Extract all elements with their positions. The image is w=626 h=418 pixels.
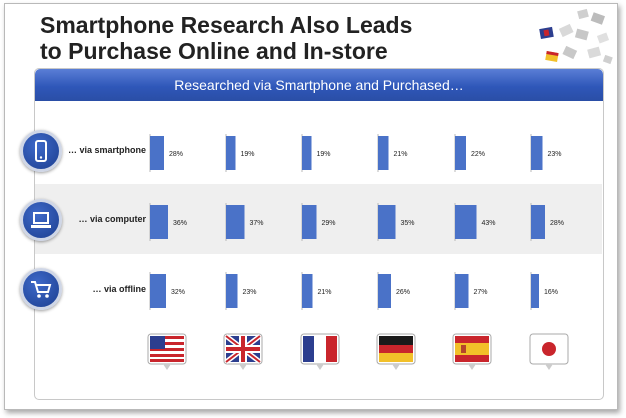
bar-spain-1 xyxy=(455,205,477,239)
bar-value-label: 28% xyxy=(550,220,564,227)
bar-value-label: 19% xyxy=(241,151,255,158)
spain-flag-icon xyxy=(452,333,492,370)
bar-value-label: 28% xyxy=(169,151,183,158)
bar-germany-1 xyxy=(378,205,396,239)
bar-value-label: 43% xyxy=(482,220,496,227)
bar-spain-2 xyxy=(455,274,469,308)
bar-usa-0 xyxy=(150,136,164,170)
bar-value-label: 37% xyxy=(250,220,264,227)
bar-germany-0 xyxy=(378,136,389,170)
bar-value-label: 16% xyxy=(544,289,558,296)
title-line-1: Smartphone Research Also Leads xyxy=(40,12,413,38)
bar-value-label: 22% xyxy=(471,151,485,158)
row-label-computer: … via computer xyxy=(78,214,146,224)
shopping-cart-icon xyxy=(20,268,62,310)
bar-spain-0 xyxy=(455,136,466,170)
bar-value-label: 21% xyxy=(394,151,408,158)
bar-value-label: 26% xyxy=(396,289,410,296)
bar-value-label: 29% xyxy=(322,220,336,227)
germany-flag-icon xyxy=(376,333,416,370)
bar-value-label: 23% xyxy=(548,151,562,158)
bar-usa-1 xyxy=(150,205,168,239)
bar-value-label: 36% xyxy=(173,220,187,227)
bar-uk-2 xyxy=(226,274,238,308)
row-label-offline: … via offline xyxy=(92,284,146,294)
bar-japan-0 xyxy=(531,136,543,170)
panel-header: Researched via Smartphone and Purchased… xyxy=(35,69,603,101)
flag-collage-decoration xyxy=(539,8,613,65)
bar-value-label: 27% xyxy=(474,289,488,296)
uk-flag-icon xyxy=(223,333,263,370)
slide-title: Smartphone Research Also Leads to Purcha… xyxy=(40,12,480,64)
bar-japan-1 xyxy=(531,205,545,239)
bar-france-0 xyxy=(302,136,312,170)
bar-value-label: 32% xyxy=(171,289,185,296)
bar-value-label: 21% xyxy=(318,289,332,296)
bar-japan-2 xyxy=(531,274,539,308)
usa-flag-icon xyxy=(147,333,187,370)
bar-usa-2 xyxy=(150,274,166,308)
bar-france-1 xyxy=(302,205,317,239)
bar-value-label: 35% xyxy=(401,220,415,227)
france-flag-icon xyxy=(300,333,340,370)
bar-value-label: 19% xyxy=(317,151,331,158)
bar-germany-2 xyxy=(378,274,391,308)
japan-flag-icon xyxy=(529,333,569,370)
bar-uk-1 xyxy=(226,205,245,239)
row-band-computer xyxy=(35,184,602,254)
bar-value-label: 23% xyxy=(243,289,257,296)
row-label-smartphone: … via smartphone xyxy=(67,145,146,155)
bar-france-2 xyxy=(302,274,313,308)
smartphone-icon xyxy=(20,130,62,172)
laptop-icon xyxy=(20,199,62,241)
bar-uk-0 xyxy=(226,136,236,170)
title-line-2: to Purchase Online and In-store xyxy=(40,38,388,64)
